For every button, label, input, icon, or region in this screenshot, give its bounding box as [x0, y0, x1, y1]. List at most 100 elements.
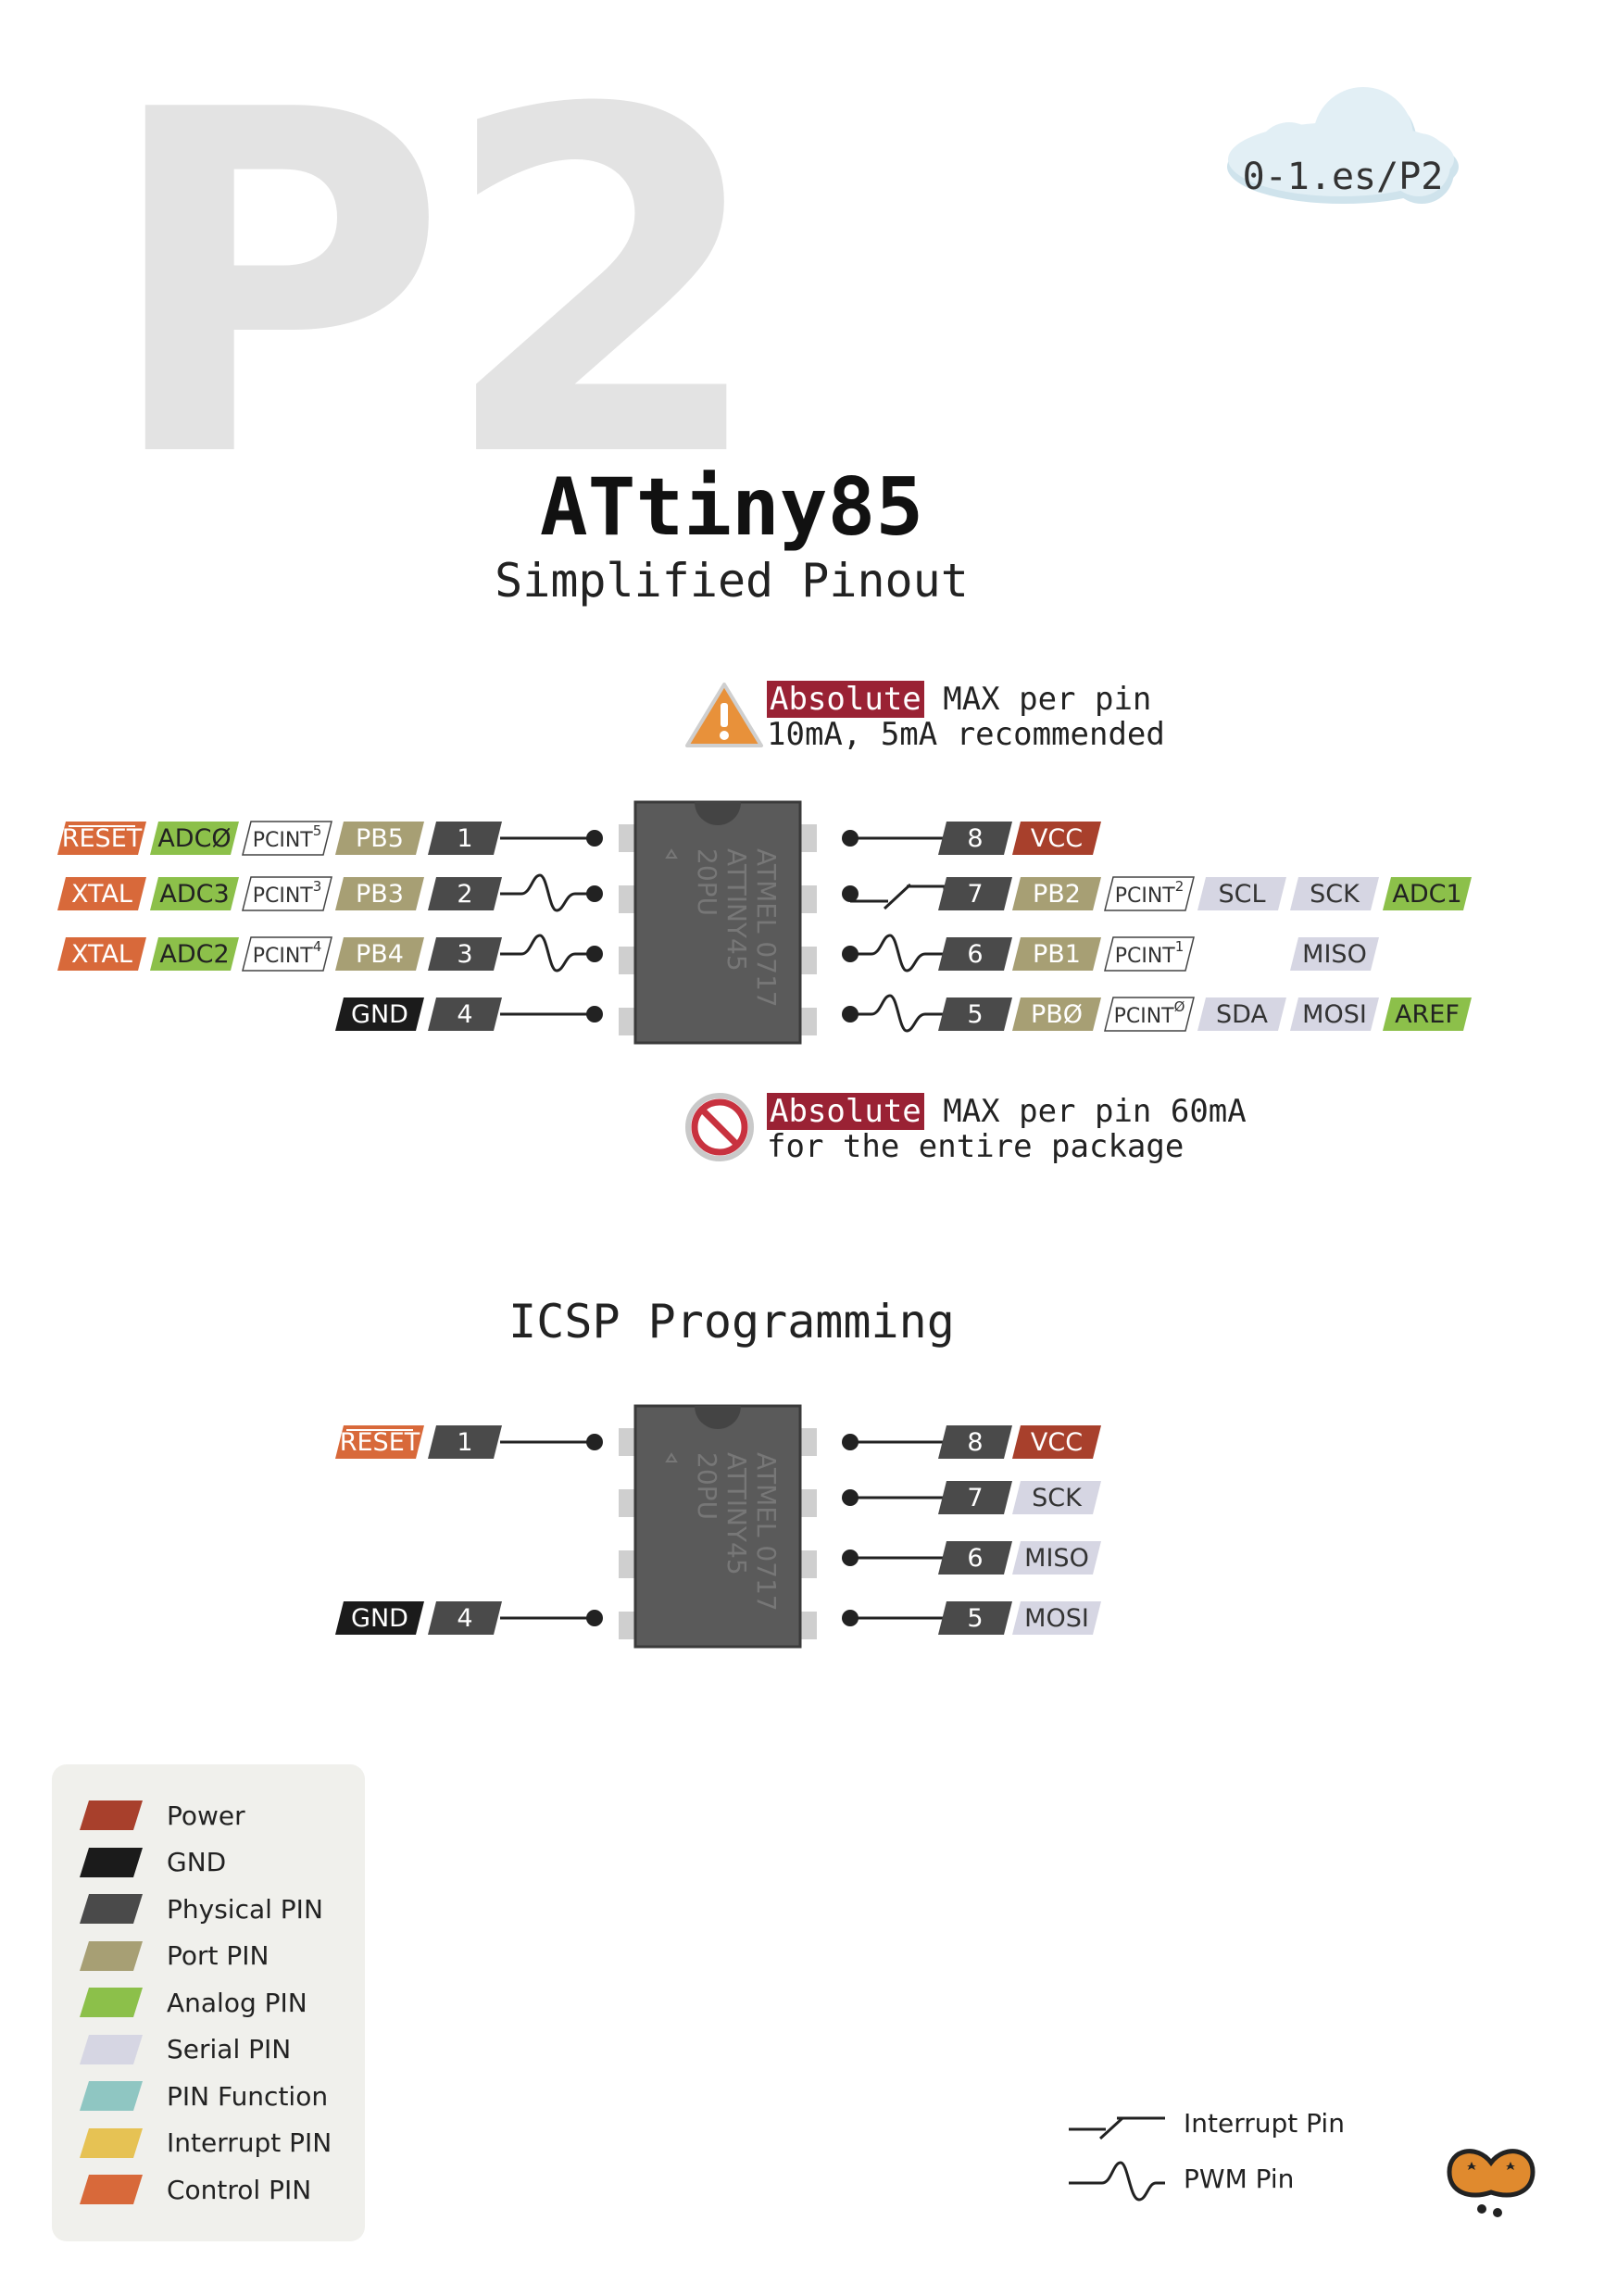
wire-right-pin-5 [842, 994, 945, 1033]
legend-label: Port PIN [167, 1940, 270, 1971]
physical-pin-6: 6 [938, 937, 1012, 971]
icsp-wire-pin-4 [500, 1610, 603, 1626]
legend-label: Analog PIN [167, 1987, 307, 2018]
no-entry-icon [685, 1093, 754, 1161]
svg-text:4: 4 [457, 1604, 472, 1633]
pin-2-label-1: ADC3 [150, 877, 239, 910]
chip-marking-line3: 20PU [692, 1452, 722, 1520]
physical-pin-5: 5 [938, 997, 1012, 1031]
svg-text:SCK: SCK [1310, 880, 1360, 909]
danger-line2: for the entire package [767, 1128, 1185, 1165]
warning-note: Absolute MAX per pin 10mA, 5mA recommend… [767, 681, 1165, 753]
pin-5-label-3: MOSI [1290, 997, 1379, 1031]
pin-7-label-3: SCK [1290, 877, 1379, 910]
icsp-physical-pin-8: 8 [938, 1425, 1012, 1459]
icsp-wire-pin-7 [842, 1489, 945, 1506]
pin-2-label-3: PB3 [335, 877, 424, 910]
svg-text:ADC2: ADC2 [159, 940, 229, 969]
legend-item: PIN Function [80, 2077, 328, 2114]
legend-item: Control PIN [80, 2171, 311, 2208]
pin-8-label-0: VCC [1012, 822, 1101, 855]
physical-pin-8: 8 [938, 822, 1012, 855]
legend-item: Analog PIN [80, 1984, 307, 2021]
wire-left-pin-2 [500, 873, 603, 912]
warning-line2: 10mA, 5mA recommended [767, 716, 1165, 753]
pin-5-label-0: PBØ [1012, 997, 1101, 1031]
wire-left-pin-1 [500, 830, 603, 847]
pin-1-label-1: ADCØ [150, 822, 239, 855]
wire-right-pin-8 [842, 830, 945, 847]
chip-marking-line1: ATMEL 0717 [751, 1452, 782, 1612]
url-label[interactable]: 0-1.es/P2 [1242, 156, 1444, 198]
warning-highlight: Absolute [767, 681, 924, 718]
wire-right-pin-6 [842, 934, 945, 972]
chip-marking-line1: ATMEL 0717 [751, 848, 782, 1008]
physical-pin-3: 3 [428, 937, 502, 971]
svg-text:PB4: PB4 [356, 940, 404, 969]
icsp-wire-pin-1 [500, 1434, 603, 1450]
warning-icon [685, 683, 763, 747]
svg-text:XTAL: XTAL [71, 940, 132, 969]
svg-text:6: 6 [967, 940, 983, 969]
svg-text:7: 7 [967, 1484, 983, 1512]
physical-pin-1: 1 [428, 822, 502, 855]
legend-item: Power [80, 1797, 245, 1834]
icsp-pin-1-label-0: RESET [335, 1425, 424, 1459]
icsp-physical-pin-1: 1 [428, 1425, 502, 1459]
svg-text:ADC1: ADC1 [1392, 880, 1461, 909]
icsp-wire-pin-6 [842, 1549, 945, 1566]
legend-swatch [80, 2034, 143, 2064]
legend-label: GND [167, 1847, 227, 1877]
physical-pin-7: 7 [938, 877, 1012, 910]
icsp-pin-8-label-0: VCC [1012, 1425, 1101, 1459]
legend-item: Physical PIN [80, 1890, 323, 1927]
svg-text:5: 5 [967, 1604, 983, 1633]
pin-2-label-0: XTAL [57, 877, 146, 910]
svg-text:6: 6 [967, 1544, 983, 1573]
svg-text:VCC: VCC [1031, 824, 1083, 853]
svg-text:XTAL: XTAL [71, 880, 132, 909]
legend-swatch [80, 1988, 143, 2017]
legend-swatch [80, 2081, 143, 2111]
legend-label: Control PIN [167, 2174, 312, 2205]
svg-text:MISO: MISO [1024, 1544, 1089, 1573]
pin-3-label-2: PCINT4 [242, 936, 332, 972]
svg-text:SCK: SCK [1032, 1484, 1083, 1512]
pin-6-label-3: MISO [1290, 937, 1379, 971]
svg-text:5: 5 [967, 1000, 983, 1029]
legend-swatch [80, 2127, 143, 2158]
wire-left-pin-4 [500, 1006, 603, 1023]
svg-text:8: 8 [967, 1428, 983, 1457]
icsp-physical-pin-4: 4 [428, 1601, 502, 1635]
pwm-line-label: PWM Pin [1184, 2164, 1295, 2194]
legend-panel: Power GND Physical PIN Port PIN Analog PIN Se… [52, 1764, 365, 2241]
svg-text:ADC3: ADC3 [159, 880, 229, 909]
warning-line1: MAX per pin [923, 681, 1152, 718]
svg-text:PBØ: PBØ [1031, 1000, 1083, 1029]
svg-text:GND: GND [351, 1000, 408, 1029]
pin-5-label-4: AREF [1383, 997, 1472, 1031]
legend-swatch [80, 2175, 143, 2204]
svg-text:AREF: AREF [1395, 1000, 1460, 1029]
pin-2-label-2: PCINT3 [242, 876, 332, 911]
svg-text:8: 8 [967, 824, 983, 853]
svg-text:7: 7 [967, 880, 983, 909]
cloud-icon [1227, 87, 1459, 204]
physical-pin-2: 2 [428, 877, 502, 910]
icsp-physical-pin-7: 7 [938, 1481, 1012, 1514]
svg-text:RESET: RESET [340, 1428, 420, 1457]
icsp-pin-7-label-0: SCK [1012, 1481, 1101, 1514]
legend-swatch [80, 1940, 143, 1971]
pin-7-label-1: PCINT2 [1104, 876, 1195, 911]
pin-6-label-1: PCINT1 [1104, 936, 1195, 972]
pwm-line-icon [1069, 2161, 1165, 2202]
wire-left-pin-3 [500, 934, 603, 972]
legend-swatch [80, 1847, 143, 1877]
svg-text:3: 3 [457, 940, 472, 969]
svg-text:MOSI: MOSI [1024, 1604, 1089, 1633]
interrupt-line-label: Interrupt Pin [1184, 2108, 1345, 2139]
legend-item: Interrupt PIN [80, 2125, 332, 2162]
